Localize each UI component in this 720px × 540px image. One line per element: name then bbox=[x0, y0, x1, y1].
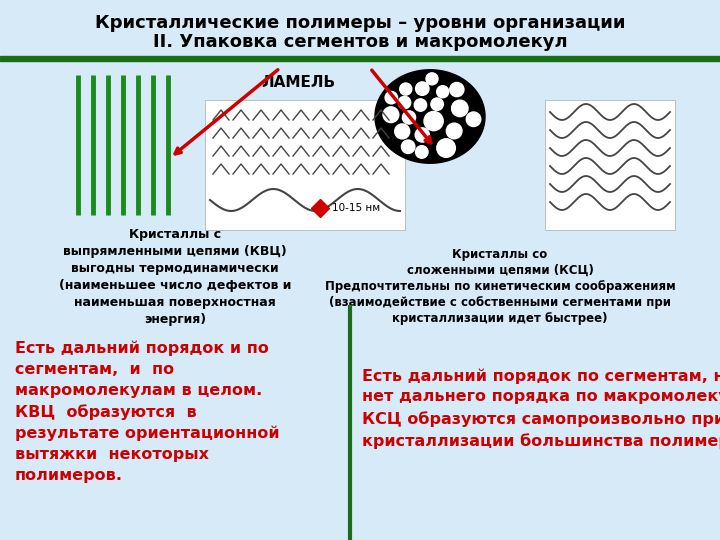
Bar bbox=[0, 56, 720, 61]
Text: Кристаллы с
выпрямленными цепями (КВЦ)
выгодны термодинамически
(наименьшее числ: Кристаллы с выпрямленными цепями (КВЦ) в… bbox=[59, 228, 291, 326]
Circle shape bbox=[415, 128, 429, 142]
Text: 10-15 нм: 10-15 нм bbox=[332, 203, 380, 213]
Circle shape bbox=[415, 82, 429, 96]
Circle shape bbox=[446, 123, 462, 139]
Text: II. Упаковка сегментов и макромолекул: II. Упаковка сегментов и макромолекул bbox=[153, 33, 567, 51]
Circle shape bbox=[402, 140, 415, 153]
Circle shape bbox=[426, 73, 438, 85]
Text: Кристаллические полимеры – уровни организации: Кристаллические полимеры – уровни органи… bbox=[95, 14, 625, 32]
Text: Кристаллы со
сложенными цепями (КСЦ)
Предпочтительны по кинетическим соображения: Кристаллы со сложенными цепями (КСЦ) Пре… bbox=[325, 248, 675, 325]
Circle shape bbox=[395, 124, 410, 139]
Text: Есть дальний порядок и по
сегментам,  и  по
макромолекулам в целом.
КВЦ  образую: Есть дальний порядок и по сегментам, и п… bbox=[15, 340, 279, 483]
Circle shape bbox=[414, 99, 427, 111]
Circle shape bbox=[415, 146, 428, 158]
Circle shape bbox=[467, 112, 481, 126]
Text: ЛАМЕЛЬ: ЛАМЕЛЬ bbox=[261, 75, 335, 90]
Circle shape bbox=[383, 107, 399, 123]
Bar bbox=[545, 100, 675, 230]
Bar bbox=[205, 100, 405, 230]
Circle shape bbox=[431, 98, 444, 110]
Circle shape bbox=[424, 111, 444, 131]
Circle shape bbox=[400, 83, 412, 95]
Circle shape bbox=[402, 111, 415, 124]
Circle shape bbox=[398, 96, 410, 109]
Circle shape bbox=[385, 91, 397, 104]
Circle shape bbox=[451, 100, 468, 117]
Polygon shape bbox=[375, 70, 485, 163]
Circle shape bbox=[450, 83, 464, 97]
Circle shape bbox=[436, 86, 449, 98]
Text: Есть дальний порядок по сегментам, но
нет дальнего порядка по макромолекулам.
КС: Есть дальний порядок по сегментам, но не… bbox=[362, 368, 720, 449]
Circle shape bbox=[437, 139, 455, 157]
